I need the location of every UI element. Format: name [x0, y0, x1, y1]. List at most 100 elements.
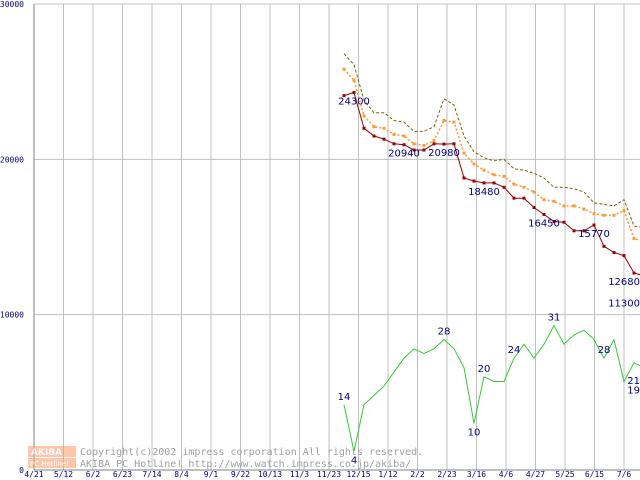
x-tick-label: 1/12 — [378, 470, 397, 479]
average-point — [392, 132, 396, 136]
average-point — [552, 199, 556, 203]
average-point — [462, 151, 466, 155]
lowest-price-point — [412, 148, 416, 152]
x-tick-label: 10/13 — [258, 470, 282, 479]
lowest-price-point — [602, 244, 606, 248]
data-label: 14 — [338, 392, 351, 403]
data-label: 11300 — [608, 298, 640, 309]
x-tick-label: 8/4 — [174, 470, 189, 479]
lowest-price-point — [392, 142, 396, 146]
average-point — [352, 78, 356, 82]
average-point — [612, 213, 616, 217]
data-label: 28 — [438, 327, 451, 338]
data-label: 12680 — [608, 277, 640, 288]
average-point — [402, 134, 406, 138]
lowest-price-point — [552, 219, 556, 223]
x-tick-label: 3/16 — [467, 470, 486, 479]
x-tick-label: 7/14 — [142, 470, 161, 479]
x-tick-label: 5/25 — [555, 470, 574, 479]
upper-band-line — [343, 53, 640, 228]
average-point — [542, 198, 546, 202]
average-point — [582, 207, 586, 211]
lowest-price-point — [512, 196, 516, 200]
lowest-price-point — [402, 143, 406, 147]
average-point — [422, 143, 426, 147]
x-tick-label: 9/22 — [231, 470, 250, 479]
lowest-price-point — [382, 137, 386, 141]
data-label-layer: 24300 20940 20980 18480 16450 15770 12680 11300… — [338, 97, 640, 467]
average-point — [532, 190, 536, 194]
lowest-price-point — [452, 142, 456, 146]
average-point — [382, 126, 386, 130]
data-label: 20 — [478, 364, 491, 375]
data-label: 24 — [508, 345, 521, 356]
x-tick-label: 2/23 — [437, 470, 456, 479]
lowest-price-point — [472, 179, 476, 183]
data-label: 20940 — [388, 149, 420, 160]
data-label: 28 — [598, 345, 611, 356]
x-tick-label: 4/21 — [24, 470, 43, 479]
lowest-price-point — [502, 185, 506, 189]
average-point — [632, 237, 636, 241]
average-point — [622, 209, 626, 213]
y-tick-label: 10000 — [0, 311, 24, 320]
copyright-text: Copyright(c)2002 impress corporation All… — [80, 447, 423, 458]
lowest-price-point — [582, 229, 586, 233]
x-tick-label: 6/15 — [585, 470, 604, 479]
average-point — [562, 204, 566, 208]
lowest-price-point — [342, 94, 346, 98]
x-tick-label: 9/1 — [204, 470, 219, 479]
average-point — [592, 212, 596, 216]
lowest-price-point — [592, 223, 596, 227]
data-label: 31 — [548, 313, 561, 324]
average-point — [482, 168, 486, 172]
average-point — [572, 204, 576, 208]
lowest-price-point — [442, 142, 446, 146]
average-point — [442, 119, 446, 122]
x-tick-label: 12/15 — [346, 470, 370, 479]
lowest-price-point — [432, 142, 436, 146]
lowest-price-point — [612, 251, 616, 255]
lowest-price-point — [362, 126, 366, 130]
lowest-price-point — [572, 229, 576, 233]
lowest-price-point — [372, 134, 376, 138]
data-label: 15770 — [578, 229, 610, 240]
data-label: 24300 — [338, 97, 370, 108]
x-tick-label: 7/6 — [617, 470, 632, 479]
y-tick-label: 0 — [19, 466, 24, 475]
data-label: 21 — [627, 376, 640, 387]
y-tick-label: 20000 — [0, 155, 24, 164]
lowest-price-point — [522, 196, 526, 200]
data-label: 16450 — [528, 218, 560, 229]
lowest-price-point — [422, 148, 426, 152]
site-url-text: AKIBA PC Hotline! http://www.watch.impre… — [80, 459, 411, 470]
lowest-price-point — [532, 205, 536, 209]
lowest-price-point — [482, 181, 486, 185]
data-label: 18480 — [468, 187, 500, 198]
average-point — [452, 120, 456, 124]
lowest-price-point — [562, 220, 566, 224]
x-tick-label: 4/6 — [499, 470, 514, 479]
data-label: 10 — [468, 427, 481, 438]
x-tick-label: 5/12 — [54, 470, 73, 479]
x-tick-label: 4/27 — [526, 470, 545, 479]
x-tick-label: 2/2 — [410, 470, 425, 479]
average-point — [412, 142, 416, 146]
x-tick-label: 6/2 — [86, 470, 101, 479]
x-tick-label: 6/23 — [113, 470, 132, 479]
x-tick-label: 11/3 — [290, 470, 309, 479]
lowest-price-point — [492, 181, 496, 185]
x-tick-label: 11/23 — [317, 470, 341, 479]
lowest-price-point — [542, 212, 546, 216]
data-label: 19 — [627, 385, 640, 396]
lowest-price-point — [622, 254, 626, 258]
average-point — [492, 173, 496, 177]
lowest-price-point — [352, 91, 356, 95]
series-layer — [342, 53, 640, 452]
average-point — [342, 67, 346, 71]
data-label: 4 — [351, 455, 357, 466]
logo-top-text: AKIBA — [31, 448, 62, 458]
average-point — [512, 182, 516, 186]
